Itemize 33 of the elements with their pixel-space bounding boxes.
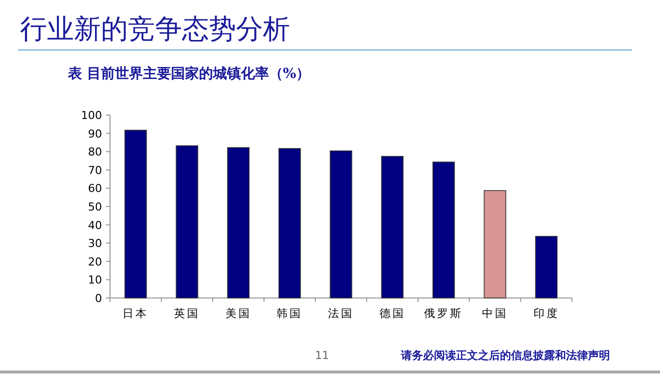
bar (381, 156, 404, 298)
x-tick-label: 德国 (379, 307, 406, 320)
title: 行业新的竞争态势分析 (20, 14, 290, 45)
text: 11 (315, 349, 329, 362)
bar (432, 162, 455, 298)
y-tick-label: 30 (88, 237, 102, 250)
y-tick-label: 70 (88, 164, 102, 177)
y-tick-label: 40 (88, 218, 102, 232)
y-tick-label: 0 (95, 292, 102, 305)
x-tick-label: 日本 (122, 307, 149, 320)
bar (278, 148, 301, 298)
bar (484, 190, 506, 298)
bar (124, 130, 147, 298)
y-tick-label: 80 (88, 146, 102, 159)
y-tick-label: 100 (81, 109, 102, 122)
y-tick-label: 20 (88, 255, 102, 268)
y-tick-label: 10 (88, 274, 102, 287)
subtitle: 表 目前世界主要国家的城镇化率（%） (68, 66, 310, 82)
y-tick-label: 90 (88, 127, 102, 140)
x-tick-label: 俄罗斯 (424, 307, 464, 320)
bar (176, 145, 198, 298)
x-tick-label: 韩国 (276, 307, 303, 320)
text: 请务必阅读正文之后的信息披露和法律声明 (400, 349, 610, 362)
bar (535, 236, 558, 298)
x-tick-label: 印度 (533, 307, 560, 320)
x-tick-label: 美国 (225, 307, 252, 320)
y-tick-label: 60 (88, 182, 102, 196)
x-tick-label: 英国 (174, 307, 200, 320)
bar (227, 147, 250, 298)
y-tick-label: 50 (88, 200, 102, 214)
bar (330, 150, 352, 298)
x-tick-label: 中国 (482, 307, 508, 320)
x-tick-label: 法国 (328, 307, 354, 320)
